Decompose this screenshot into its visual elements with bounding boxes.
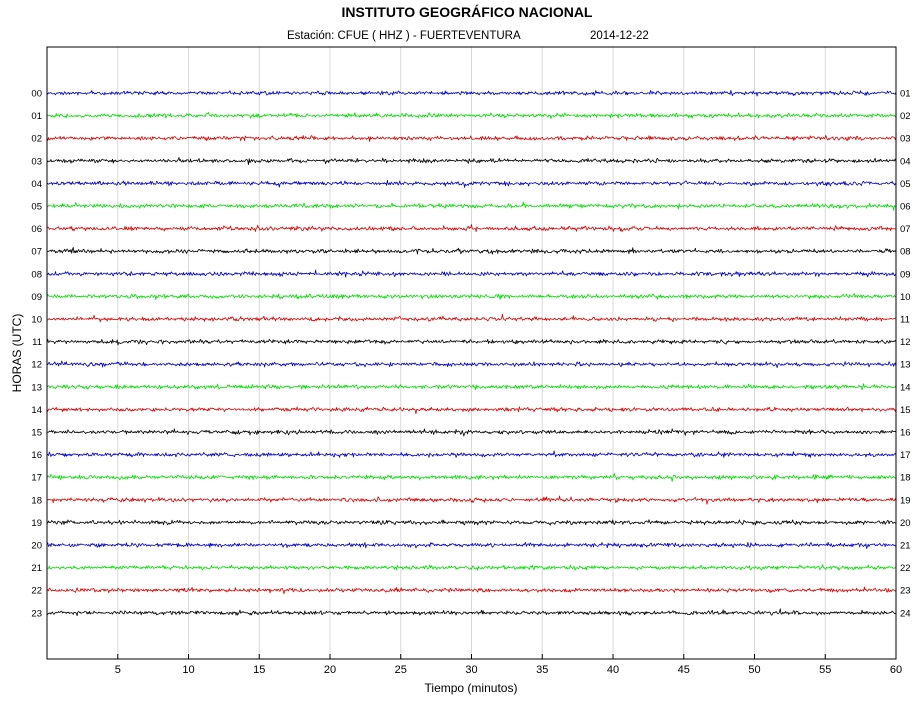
y-axis-label: HORAS (UTC) — [10, 314, 24, 393]
left-hour-label: 03 — [31, 156, 42, 167]
left-hour-label: 19 — [31, 518, 42, 529]
x-tick-label: 35 — [536, 664, 548, 676]
seismic-trace-14 — [46, 406, 897, 415]
right-hour-label: 01 — [900, 89, 911, 100]
x-tick-label: 15 — [253, 664, 265, 676]
seismic-trace-05 — [46, 201, 897, 211]
seismic-trace-08 — [46, 269, 897, 278]
seismic-trace-23 — [46, 608, 897, 617]
right-hour-label: 04 — [900, 156, 911, 167]
seismic-trace-18 — [46, 495, 897, 505]
x-tick-label: 10 — [182, 664, 194, 676]
left-hour-label: 06 — [31, 224, 42, 235]
seismic-trace-21 — [46, 564, 897, 571]
left-hour-label: 12 — [31, 360, 42, 371]
right-hour-label: 05 — [900, 179, 911, 190]
left-hour-label: 10 — [31, 315, 42, 326]
seismic-trace-01 — [46, 111, 897, 120]
seismic-trace-03 — [46, 157, 897, 165]
x-tick-label: 30 — [465, 664, 477, 676]
seismic-trace-22 — [46, 586, 897, 595]
seismic-trace-07 — [46, 247, 897, 255]
seismic-trace-04 — [46, 179, 897, 188]
seismic-trace-06 — [46, 224, 897, 233]
right-hour-label: 21 — [900, 541, 911, 552]
right-hour-label: 23 — [900, 586, 911, 597]
seismic-trace-16 — [46, 450, 897, 458]
x-tick-label: 45 — [678, 664, 690, 676]
left-hour-label: 23 — [31, 608, 42, 619]
x-tick-label: 50 — [748, 664, 760, 676]
right-hour-label: 24 — [900, 608, 911, 619]
right-hour-label: 09 — [900, 269, 911, 280]
x-axis-ticks: 5 10 15 20 25 30 35 40 45 50 55 60 — [115, 654, 902, 676]
left-hour-label: 02 — [31, 134, 42, 145]
seismic-trace-12 — [46, 360, 897, 368]
left-hour-label: 05 — [31, 202, 42, 213]
chart-title: INSTITUTO GEOGRÁFICO NACIONAL — [342, 4, 593, 20]
left-hour-label: 20 — [31, 541, 42, 552]
left-hour-label: 21 — [31, 563, 42, 574]
right-hour-label: 15 — [900, 405, 911, 416]
left-hour-label: 11 — [32, 337, 42, 348]
right-hour-label: 10 — [900, 292, 911, 303]
seismic-trace-10 — [46, 313, 897, 323]
left-hour-label: 07 — [31, 247, 42, 258]
left-hour-label: 09 — [31, 292, 42, 303]
right-hour-label: 02 — [900, 111, 911, 122]
right-hour-label: 07 — [900, 224, 911, 235]
grid-lines — [117, 47, 826, 659]
x-tick-label: 25 — [395, 664, 407, 676]
right-hour-label: 19 — [900, 495, 911, 506]
x-tick-label: 5 — [115, 664, 121, 676]
right-hour-label: 03 — [900, 134, 911, 145]
left-hour-labels: 00 01 02 03 04 05 06 07 08 09 10 11 12 13 14 15 16 17 18 19… — [31, 89, 42, 620]
left-hour-label: 13 — [31, 382, 42, 393]
right-hour-label: 17 — [900, 450, 911, 461]
x-tick-label: 20 — [324, 664, 336, 676]
left-hour-label: 22 — [31, 586, 42, 597]
seismic-traces — [46, 89, 897, 617]
x-tick-label: 60 — [890, 664, 902, 676]
right-hour-label: 18 — [900, 473, 911, 484]
x-axis-label: Tiempo (minutos) — [425, 681, 518, 695]
seismic-trace-00 — [46, 89, 897, 97]
seismic-trace-02 — [46, 134, 897, 142]
left-hour-label: 00 — [31, 89, 42, 100]
right-hour-label: 11 — [900, 315, 910, 326]
x-tick-label: 55 — [819, 664, 831, 676]
left-hour-label: 08 — [31, 269, 42, 280]
x-tick-label: 40 — [607, 664, 619, 676]
right-hour-label: 13 — [900, 360, 911, 371]
left-hour-label: 14 — [31, 405, 42, 416]
station-label: Estación: CFUE ( HHZ ) - FUERTEVENTURA — [287, 30, 521, 42]
right-hour-label: 20 — [900, 518, 911, 529]
right-hour-label: 16 — [900, 428, 911, 439]
left-hour-label: 16 — [31, 450, 42, 461]
left-hour-label: 01 — [31, 111, 42, 122]
left-hour-label: 17 — [31, 473, 42, 484]
left-hour-label: 04 — [31, 179, 42, 190]
seismic-trace-20 — [46, 541, 897, 549]
seismic-trace-13 — [46, 383, 897, 391]
right-hour-label: 22 — [900, 563, 911, 574]
right-hour-label: 06 — [900, 202, 911, 213]
left-hour-label: 18 — [31, 495, 42, 506]
seismic-trace-11 — [46, 338, 897, 346]
seismic-trace-17 — [46, 473, 897, 482]
right-hour-label: 08 — [900, 247, 911, 258]
date-label: 2014-12-22 — [590, 30, 649, 42]
seismic-trace-19 — [46, 519, 897, 526]
right-hour-label: 14 — [900, 382, 911, 393]
left-hour-label: 15 — [31, 428, 42, 439]
right-hour-labels: 01 02 03 04 05 06 07 08 09 10 11 12 13 14 15 16 17 18 19 20… — [900, 89, 911, 620]
seismic-trace-09 — [46, 293, 897, 301]
right-hour-label: 12 — [900, 337, 911, 348]
seismic-trace-15 — [46, 428, 897, 437]
